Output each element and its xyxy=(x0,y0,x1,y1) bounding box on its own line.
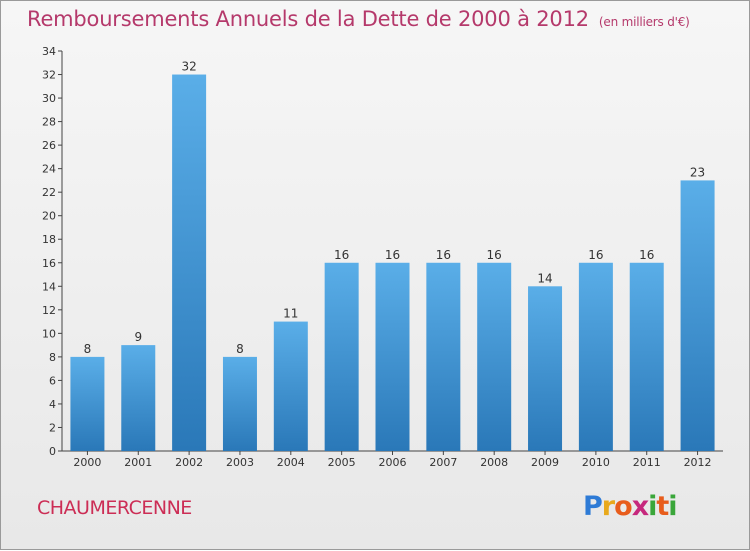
bar-2003 xyxy=(222,356,257,451)
bar-value-label: 11 xyxy=(283,307,298,321)
y-tick-label: 16 xyxy=(42,257,56,270)
bar-2004 xyxy=(273,321,308,451)
y-tick-label: 30 xyxy=(42,92,56,105)
bar-value-label: 9 xyxy=(134,330,142,344)
bar-2009 xyxy=(528,286,563,451)
bar-2006 xyxy=(375,262,410,451)
y-tick-label: 4 xyxy=(49,398,56,411)
y-tick-label: 2 xyxy=(49,421,56,434)
y-tick-label: 28 xyxy=(42,116,56,129)
y-tick-label: 20 xyxy=(42,210,56,223)
x-tick-label: 2009 xyxy=(531,456,559,469)
y-tick-label: 26 xyxy=(42,139,56,152)
y-tick-label: 8 xyxy=(49,351,56,364)
y-tick-label: 6 xyxy=(49,374,56,387)
logo-letter: P xyxy=(583,491,603,522)
y-tick-label: 34 xyxy=(42,45,56,58)
bar-value-label: 16 xyxy=(588,248,603,262)
y-tick-label: 32 xyxy=(42,69,56,82)
x-tick-label: 2011 xyxy=(633,456,661,469)
y-tick-label: 14 xyxy=(42,280,56,293)
x-tick-label: 2007 xyxy=(429,456,457,469)
x-tick-label: 2006 xyxy=(379,456,407,469)
logo-letter: t xyxy=(656,491,669,522)
bar-value-label: 16 xyxy=(385,248,400,262)
logo-letter: i xyxy=(668,491,677,522)
bar-value-label: 16 xyxy=(436,248,451,262)
chart-bars xyxy=(70,74,715,452)
y-tick-label: 18 xyxy=(42,233,56,246)
x-tick-label: 2012 xyxy=(684,456,712,469)
bar-2010 xyxy=(578,262,613,451)
x-tick-label: 2004 xyxy=(277,456,305,469)
chart-subtitle: (en milliers d'€) xyxy=(598,15,690,29)
x-tick-label: 2005 xyxy=(328,456,356,469)
x-tick-label: 2003 xyxy=(226,456,254,469)
bar-2008 xyxy=(477,262,512,451)
chart-title: Remboursements Annuels de la Dette de 20… xyxy=(27,7,690,31)
bar-2005 xyxy=(324,262,359,451)
x-tick-label: 2002 xyxy=(175,456,203,469)
x-tick-label: 2000 xyxy=(73,456,101,469)
x-tick-label: 2008 xyxy=(480,456,508,469)
y-tick-label: 10 xyxy=(42,327,56,340)
bar-value-label: 23 xyxy=(690,165,705,179)
bar-value-label: 8 xyxy=(84,342,92,356)
y-tick-label: 12 xyxy=(42,304,56,317)
x-tick-label: 2001 xyxy=(124,456,152,469)
chart-title-text: Remboursements Annuels de la Dette de 20… xyxy=(27,7,589,31)
commune-name: CHAUMERCENNE xyxy=(37,497,192,519)
logo-letter: o xyxy=(614,491,633,522)
bar-2007 xyxy=(426,262,461,451)
y-tick-label: 22 xyxy=(42,186,56,199)
bar-2011 xyxy=(629,262,664,451)
bar-value-label: 8 xyxy=(236,342,244,356)
bar-value-label: 14 xyxy=(537,271,552,285)
y-tick-label: 0 xyxy=(49,445,56,458)
bar-value-label: 32 xyxy=(181,60,196,74)
logo-letter: r xyxy=(601,491,615,522)
bar-2001 xyxy=(121,345,156,451)
bar-value-label: 16 xyxy=(487,248,502,262)
logo-letter: i xyxy=(648,491,657,522)
proxiti-logo[interactable]: Proxiti xyxy=(583,491,678,522)
chart-data-labels: 8 9 32 8 11 16 16 16 16 14 16 16 23 xyxy=(84,60,706,356)
logo-letter: x xyxy=(631,491,649,522)
bar-value-label: 16 xyxy=(639,248,654,262)
y-tick-label: 24 xyxy=(42,163,56,176)
x-tick-label: 2010 xyxy=(582,456,610,469)
bar-value-label: 16 xyxy=(334,248,349,262)
bar-2000 xyxy=(70,356,105,451)
bar-2012 xyxy=(680,180,715,452)
bar-2002 xyxy=(172,74,207,451)
